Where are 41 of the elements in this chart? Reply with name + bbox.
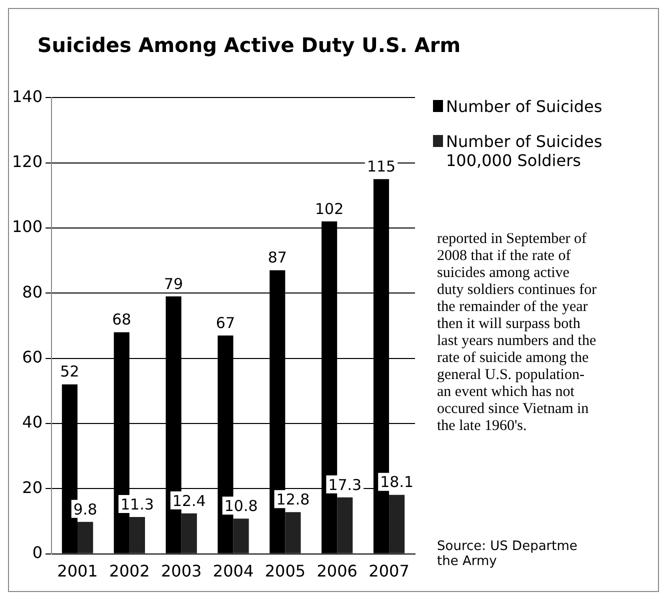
bar (337, 497, 353, 554)
bar (129, 516, 145, 554)
chart-title: Suicides Among Active Duty U.S. Arm (36, 33, 462, 57)
bar (181, 513, 197, 554)
bar (285, 512, 301, 554)
data-label: 79 (164, 274, 184, 293)
bar (389, 494, 405, 554)
x-tick-label: 2007 (368, 562, 410, 581)
data-label: 12.4 (172, 492, 206, 510)
x-tick-label: 2001 (57, 562, 98, 581)
y-tick-label: 140 (12, 86, 43, 106)
y-tick-label: 120 (12, 152, 43, 171)
bar (78, 522, 94, 554)
x-tick-label: 2003 (160, 562, 202, 581)
data-label: 11.3 (120, 495, 154, 514)
legend-label: Number of Suicides (446, 97, 602, 116)
data-label: 67 (216, 314, 236, 332)
data-label: 17.3 (328, 476, 362, 494)
data-label: 68 (112, 310, 132, 329)
bar (233, 518, 249, 554)
y-tick-label: 100 (12, 217, 43, 236)
data-label: 18.1 (380, 473, 414, 492)
x-tick-label: 2005 (264, 562, 306, 581)
y-tick-label: 0 (32, 542, 43, 562)
data-label: 102 (315, 200, 344, 218)
legend-label: Number of Suicides 100,000 Soldiers (446, 132, 604, 170)
y-tick-label: 60 (22, 347, 43, 366)
x-tick-label: 2002 (109, 562, 150, 581)
x-tick-label: 2006 (316, 562, 358, 581)
y-tick-label: 80 (22, 282, 43, 302)
data-label: 10.8 (224, 497, 258, 515)
data-label: 52 (60, 362, 80, 381)
source-note: Source: US Departme the Army (437, 539, 578, 569)
y-tick-label: 40 (22, 412, 43, 432)
x-tick-label: 2004 (212, 562, 254, 581)
y-tick-label: 20 (22, 478, 43, 497)
data-label: 87 (268, 248, 287, 267)
text: reported in September of 2008 that if the rate of suicides among active duty soldiers continues for the remainder of the year then it will surpass both last years numbers and the rate of suicide among the general U.S. population- an event which has not occured since Vietnam in the late 1960's. (437, 231, 597, 434)
data-label: 115 (366, 157, 396, 176)
data-label: 9.8 (73, 500, 98, 518)
data-label: 12.8 (276, 490, 310, 508)
